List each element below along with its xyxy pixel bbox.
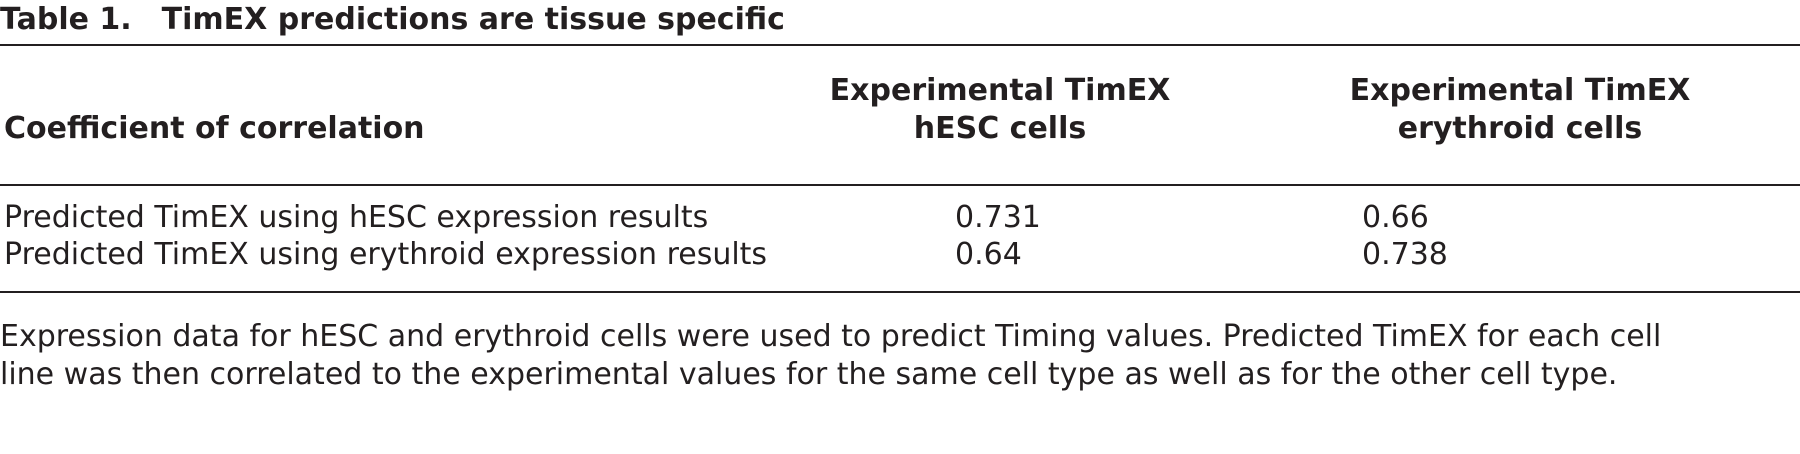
table-cell: 0.738: [1362, 237, 1448, 272]
column-header-hesc: Experimental TimEX hESC cells: [790, 72, 1210, 148]
table-title: TimEX predictions are tissue specific: [161, 2, 785, 37]
footnote-line: line was then correlated to the experime…: [0, 357, 1618, 392]
row-label: Predicted TimEX using erythroid expressi…: [4, 237, 768, 272]
row-label: Predicted TimEX using hESC expression re…: [4, 200, 709, 235]
column-header-line: hESC cells: [913, 111, 1087, 146]
column-header-line: Experimental TimEX: [829, 73, 1171, 108]
table-cell: 0.64: [955, 237, 1022, 272]
table-caption: Table 1. TimEX predictions are tissue spe…: [0, 0, 785, 44]
table-label: Table 1.: [0, 2, 132, 37]
table-footnote: Expression data for hESC and erythroid c…: [0, 318, 1800, 394]
header-rule: [0, 184, 1800, 186]
column-header-coefficient: Coefficient of correlation: [4, 110, 425, 148]
footnote-line: Expression data for hESC and erythroid c…: [0, 319, 1662, 354]
column-header-line: Coefficient of correlation: [4, 111, 425, 146]
table-cell: 0.731: [955, 200, 1041, 235]
column-header-line: Experimental TimEX: [1349, 73, 1691, 108]
table-cell: 0.66: [1362, 200, 1429, 235]
bottom-rule: [0, 291, 1800, 293]
column-header-erythroid: Experimental TimEX erythroid cells: [1230, 72, 1800, 148]
column-header-line: erythroid cells: [1397, 111, 1643, 146]
top-rule: [0, 44, 1800, 46]
